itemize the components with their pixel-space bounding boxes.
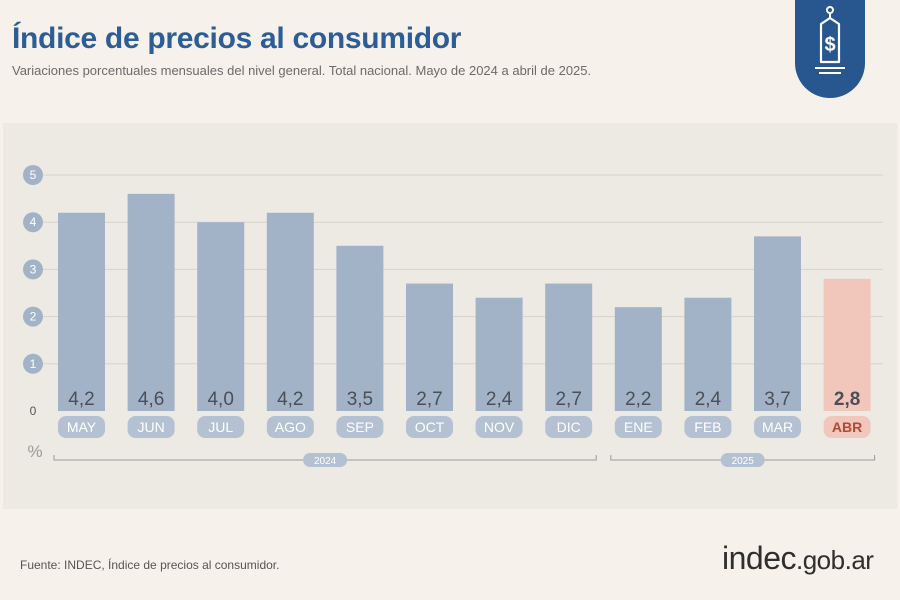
- source-note: Fuente: INDEC, Índice de precios al cons…: [20, 558, 280, 572]
- category-pill: [336, 416, 384, 438]
- year-label: 2024: [314, 456, 337, 467]
- bar: [754, 236, 801, 411]
- bar-value-label: 4,2: [277, 389, 303, 410]
- category-label: ABR: [832, 419, 862, 435]
- y-tick-label: 1: [30, 357, 37, 371]
- bar-value-label: 2,2: [625, 389, 651, 410]
- indec-logo: indec.gob.ar: [722, 540, 874, 577]
- bar-value-label: 2,4: [486, 389, 513, 410]
- category-pill: [614, 416, 662, 438]
- category-pill: [823, 416, 871, 438]
- year-pill: [303, 453, 348, 467]
- category-label: JUN: [137, 419, 164, 435]
- price-tag-dollar-icon: $: [795, 0, 865, 98]
- bar-value-label: 3,5: [347, 389, 373, 410]
- y-axis-unit: %: [27, 442, 42, 461]
- category-label: ENE: [624, 419, 653, 435]
- y-tick-marker: [23, 165, 43, 185]
- category-pill: [127, 416, 175, 438]
- bar: [475, 297, 523, 411]
- year-label: 2025: [732, 456, 755, 467]
- bar: [684, 297, 732, 411]
- category-label: MAR: [762, 419, 793, 435]
- bar-value-label: 2,7: [555, 389, 581, 410]
- category-pill: [406, 416, 453, 438]
- category-label: AGO: [275, 419, 306, 435]
- y-tick-marker: [23, 259, 43, 280]
- bar: [58, 212, 105, 411]
- category-label: SEP: [346, 419, 374, 435]
- bar: [406, 283, 453, 411]
- svg-text:$: $: [824, 34, 835, 56]
- bar-value-label: 3,7: [764, 389, 790, 410]
- y-tick-label: 5: [30, 168, 37, 182]
- logo-main: indec: [722, 540, 797, 576]
- bar-value-label: 4,0: [207, 389, 233, 410]
- y-tick-label: 2: [30, 310, 37, 324]
- y-tick-label: 4: [30, 215, 37, 229]
- bar: [336, 245, 384, 411]
- y-tick-marker: [23, 353, 43, 374]
- category-label: MAY: [67, 419, 97, 435]
- category-pill: [475, 416, 523, 438]
- bar-chart: 0 1 2 3 4 5% 4,2 MAY 4,6 JUN 4,0 JUL 4,2 AGO 3,5 SEP 2,7…: [23, 165, 883, 467]
- category-label: OCT: [415, 419, 445, 435]
- bar: [614, 307, 662, 411]
- category-label: NOV: [484, 419, 515, 435]
- y-tick-label: 0: [30, 404, 37, 418]
- page-title: Índice de precios al consumidor: [12, 22, 462, 55]
- logo-domain: .gob.ar: [796, 545, 874, 575]
- chart-panel: 0 1 2 3 4 5% 4,2 MAY 4,6 JUN 4,0 JUL 4,2 AGO 3,5 SEP 2,7…: [3, 123, 897, 509]
- bar: [266, 212, 314, 411]
- bar: [127, 193, 175, 411]
- category-pill: [58, 416, 105, 438]
- y-tick-label: 3: [30, 262, 37, 276]
- category-pill: [266, 416, 314, 438]
- category-pill: [754, 416, 801, 438]
- bar-value-label: 2,7: [416, 389, 442, 410]
- category-label: FEB: [694, 419, 721, 435]
- category-label: DIC: [557, 419, 581, 435]
- bar: [545, 283, 593, 411]
- year-pill: [720, 453, 765, 467]
- category-pill: [197, 416, 245, 438]
- bar-value-label: 2,8: [834, 389, 860, 410]
- category-pill: [545, 416, 593, 438]
- page-subtitle: Variaciones porcentuales mensuales del n…: [12, 63, 592, 78]
- category-pill: [684, 416, 732, 438]
- bar: [823, 278, 871, 411]
- bar-value-label: 2,4: [695, 389, 722, 410]
- y-tick-marker: [23, 212, 43, 233]
- y-tick-marker: [23, 306, 43, 327]
- bar: [197, 222, 245, 411]
- bar-value-label: 4,6: [138, 389, 164, 410]
- bar-value-label: 4,2: [68, 389, 94, 410]
- category-label: JUL: [208, 419, 233, 435]
